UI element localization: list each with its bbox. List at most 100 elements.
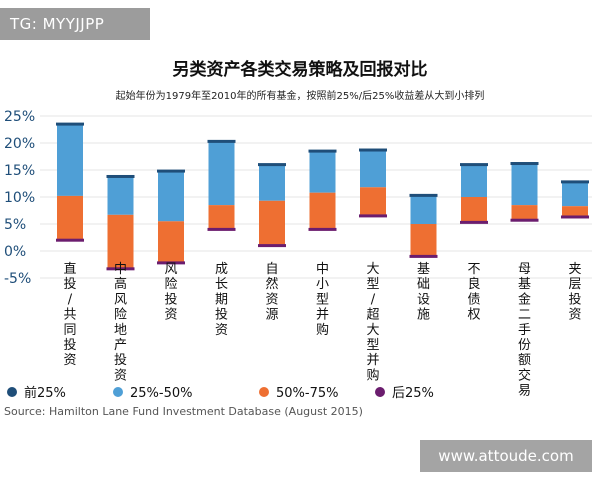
bar-segment-25-50 (259, 164, 285, 201)
legend-item: 前25% (24, 385, 66, 401)
x-tick-label-char: 手 (518, 323, 531, 338)
x-tick-label-char: 份 (518, 338, 531, 353)
x-tick-label-char: 并 (316, 308, 329, 323)
x-tick-label-char: 购 (316, 322, 329, 338)
chart: 另类资产各类交易策略及回报对比起始年份为1979年至2010年的所有基金，按照前… (4, 59, 592, 418)
x-tick-label-char: 同 (63, 323, 76, 338)
bar-segment-50-75 (511, 205, 538, 221)
x-tick-label-char: 权 (467, 307, 480, 323)
marker-bottom-25 (308, 227, 337, 231)
x-tick-label-char: 大 (366, 262, 379, 277)
x-tick-label-char: 资 (114, 368, 127, 383)
marker-top-25 (106, 174, 135, 178)
marker-bottom-25 (561, 215, 589, 219)
bar-segment-50-75 (461, 197, 487, 223)
x-tick-label-char: 险 (114, 308, 127, 323)
marker-bottom-25 (510, 218, 539, 222)
x-tick-label-char: 中 (316, 262, 329, 277)
x-tick-label-char: 大 (366, 323, 379, 338)
x-tick-label-char: 型 (316, 292, 329, 307)
x-tick-label-char: 基 (518, 277, 531, 292)
chart-source: Source: Hamilton Lane Fund Investment Da… (4, 405, 363, 418)
x-tick-label-char: 投 (63, 276, 76, 292)
marker-top-25 (207, 139, 236, 143)
bar-segment-50-75 (562, 206, 588, 217)
x-tick-label-char: 并 (366, 353, 379, 368)
legend-item: 50%-75% (276, 386, 338, 401)
bar-segment-50-75 (410, 224, 437, 257)
marker-top-25 (460, 163, 488, 167)
bar-segment-50-75 (107, 214, 134, 269)
x-tick-label-char: 不 (467, 262, 480, 277)
legend-marker (259, 387, 269, 397)
marker-bottom-25 (106, 267, 135, 271)
x-tick-label-char: 风 (164, 262, 177, 277)
watermark-bottom: www.attoude.com (420, 440, 592, 472)
bar-segment-25-50 (107, 176, 134, 215)
legend-marker (113, 387, 123, 397)
x-tick-label-char: 源 (265, 308, 278, 323)
marker-top-25 (157, 169, 185, 173)
bar-segment-25-50 (562, 181, 588, 207)
x-tick-label-char: 风 (114, 292, 127, 307)
marker-bottom-25 (207, 227, 236, 231)
y-tick-label: 5% (4, 217, 26, 233)
y-tick-label: 0% (4, 244, 26, 260)
x-tick-label-char: 二 (518, 308, 531, 323)
x-tick-label-char: 母 (518, 262, 531, 277)
marker-bottom-25 (56, 238, 84, 242)
x-tick-label-char: 共 (63, 308, 76, 323)
marker-bottom-25 (409, 254, 438, 258)
x-tick-label-char: 资 (215, 323, 228, 338)
legend-item: 后25% (392, 386, 434, 401)
legend-marker (7, 387, 17, 397)
y-tick-label: 15% (4, 163, 35, 179)
x-tick-label-char: 投 (114, 352, 127, 368)
marker-top-25 (561, 180, 589, 184)
x-tick-label-char: 高 (114, 276, 127, 292)
x-tick-label-char: 投 (164, 291, 177, 307)
x-tick-label-char: 投 (215, 307, 228, 323)
marker-top-25 (510, 162, 539, 166)
marker-bottom-25 (460, 220, 488, 224)
x-tick-label-char: 小 (316, 277, 329, 292)
x-tick-label-char: / (68, 292, 73, 307)
marker-top-25 (359, 148, 387, 152)
x-tick-label-char: 施 (417, 308, 430, 323)
x-tick-label-char: 中 (114, 262, 127, 277)
x-tick-label-char: 设 (417, 292, 430, 307)
x-tick-label-char: 超 (366, 308, 379, 323)
y-tick-label: 10% (4, 190, 35, 206)
x-tick-label-char: 债 (467, 292, 480, 307)
marker-top-25 (308, 149, 337, 153)
watermark-top: TG: MYYJJPP (0, 8, 150, 40)
marker-top-25 (409, 193, 438, 197)
marker-bottom-25 (258, 244, 286, 248)
bar-segment-25-50 (208, 141, 235, 206)
x-tick-label-char: 夹 (568, 262, 581, 277)
bar-segment-50-75 (208, 205, 235, 230)
x-tick-label-char: 基 (417, 262, 430, 277)
bar-segment-25-50 (57, 124, 83, 196)
x-tick-label-char: 型 (366, 277, 379, 292)
x-tick-label-char: 良 (467, 276, 480, 292)
marker-bottom-25 (359, 214, 387, 218)
x-tick-label-char: 资 (164, 308, 177, 323)
x-tick-label-char: 层 (568, 277, 581, 292)
x-tick-label-char: 直 (63, 262, 76, 277)
y-tick-label: -5% (4, 271, 31, 287)
bar-segment-25-50 (410, 195, 437, 224)
x-tick-label-char: 交 (518, 367, 531, 383)
bar-segment-50-75 (309, 192, 336, 230)
bar-segment-25-50 (360, 150, 386, 188)
x-tick-label-char: 期 (215, 292, 228, 307)
bar-segment-25-50 (309, 151, 336, 193)
x-tick-label-char: 资 (568, 308, 581, 323)
x-tick-label-char: 投 (63, 337, 76, 353)
x-tick-label-char: 型 (366, 338, 379, 353)
marker-top-25 (258, 163, 286, 167)
x-tick-label-char: 然 (265, 276, 278, 292)
x-tick-label-char: 成 (215, 262, 228, 277)
x-tick-label-char: 购 (366, 367, 379, 383)
chart-subtitle: 起始年份为1979年至2010年的所有基金，按照前25%/后25%收益差从大到小… (116, 89, 485, 102)
